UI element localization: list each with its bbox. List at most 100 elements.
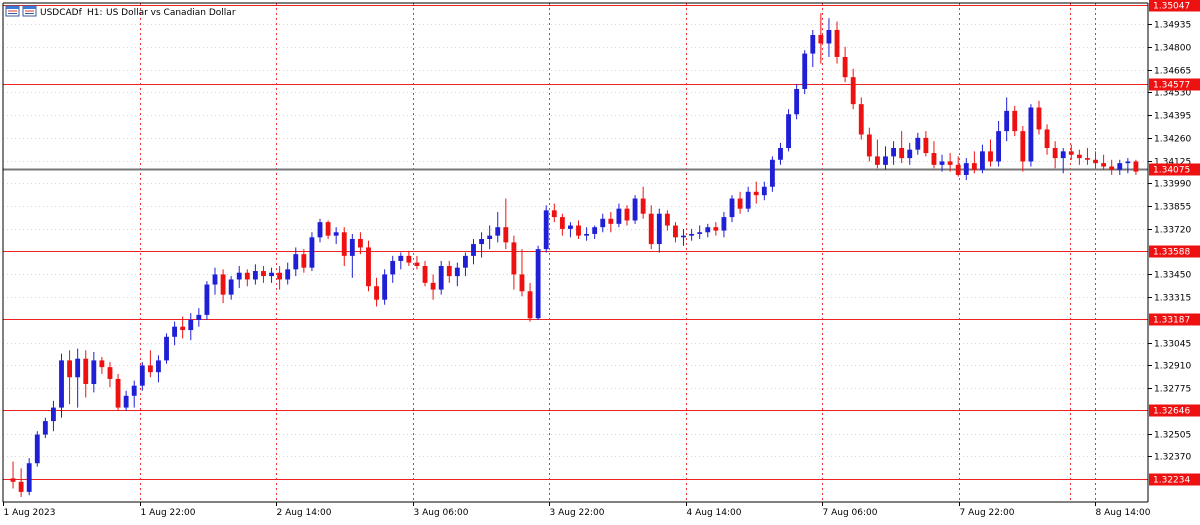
- candle-body: [778, 148, 783, 160]
- candle-body: [827, 30, 832, 43]
- candle-body: [196, 315, 201, 320]
- candle-body: [148, 365, 153, 372]
- candle-body: [722, 217, 727, 230]
- candle-body: [140, 365, 145, 385]
- bull-candle[interactable]: [310, 232, 315, 271]
- candle-body: [1045, 129, 1050, 148]
- time-tick-label: 7 Aug 06:00: [823, 508, 878, 518]
- candle-body: [843, 57, 848, 77]
- candle-body: [1053, 148, 1058, 158]
- candle-body: [940, 161, 945, 164]
- candle-body: [891, 148, 896, 156]
- candle-body: [544, 210, 549, 249]
- price-tick-label: 1.33720: [1154, 226, 1191, 236]
- candle-body: [1133, 161, 1138, 171]
- candle-body: [310, 237, 315, 267]
- candle-body: [342, 232, 347, 256]
- bull-candle[interactable]: [382, 269, 387, 304]
- price-tick-label: 1.34395: [1154, 112, 1191, 122]
- candle-body: [673, 226, 678, 238]
- candle-body: [277, 273, 282, 280]
- candle-body: [972, 163, 977, 170]
- candle-body: [592, 227, 597, 234]
- candle-body: [245, 273, 250, 280]
- candle-body: [455, 268, 460, 276]
- time-tick-label: 8 Aug 14:00: [1096, 508, 1151, 518]
- candle-body: [1117, 163, 1122, 170]
- bull-candle[interactable]: [439, 261, 444, 295]
- price-tick-label: 1.33450: [1154, 271, 1191, 281]
- time-tick-label: 3 Aug 06:00: [414, 508, 469, 518]
- bull-candle[interactable]: [770, 156, 775, 191]
- candle-body: [536, 249, 541, 318]
- candle-body: [705, 227, 710, 232]
- candle-body: [810, 35, 815, 54]
- level-price-label: 1.32646: [1153, 407, 1190, 417]
- price-tick-label: 1.32910: [1154, 362, 1191, 372]
- candle-body: [447, 266, 452, 276]
- time-tick-label: 2 Aug 14:00: [277, 508, 332, 518]
- bull-candle[interactable]: [544, 205, 549, 252]
- candle-body: [818, 35, 823, 43]
- candle-body: [108, 367, 113, 379]
- bull-candle[interactable]: [802, 50, 807, 94]
- candle-body: [681, 236, 686, 238]
- candle-body: [746, 192, 751, 209]
- time-tick-label: 1 Aug 22:00: [141, 508, 196, 518]
- price-tick-label: 1.32370: [1154, 453, 1191, 463]
- bear-candle[interactable]: [116, 374, 121, 411]
- price-tick-label: 1.33990: [1154, 180, 1191, 190]
- candle-body: [689, 234, 694, 236]
- candle-body: [835, 30, 840, 57]
- candle-body: [883, 156, 888, 164]
- candle-body: [1101, 163, 1106, 166]
- candle-body: [1085, 158, 1090, 160]
- candle-body: [19, 482, 24, 492]
- candle-body: [625, 209, 630, 221]
- price-tick-label: 1.34935: [1154, 21, 1191, 31]
- bull-candle[interactable]: [633, 195, 638, 224]
- chart-symbol: USDCADf: [40, 8, 83, 18]
- bear-candle[interactable]: [366, 241, 371, 292]
- chart-header: USDCADf H1: US Dollar vs Canadian Dollar: [6, 6, 236, 18]
- candle-body: [253, 271, 258, 279]
- candle-body: [1061, 151, 1066, 158]
- candle-body: [415, 263, 420, 266]
- bull-candle[interactable]: [164, 333, 169, 363]
- candle-body: [859, 104, 864, 134]
- candle-body: [487, 236, 492, 239]
- candle-body: [794, 89, 799, 114]
- candle-body: [697, 232, 702, 234]
- candle-body: [471, 244, 476, 256]
- candle-body: [423, 266, 428, 283]
- bull-candle[interactable]: [35, 431, 40, 466]
- candle-body: [1037, 108, 1042, 130]
- candle-body: [229, 279, 234, 294]
- candle-body: [560, 217, 565, 229]
- candle-body: [398, 256, 403, 261]
- candle-body: [762, 187, 767, 195]
- bull-candle[interactable]: [536, 246, 541, 320]
- candle-body: [431, 283, 436, 290]
- level-price-label: 1.32234: [1153, 476, 1190, 486]
- candle-body: [503, 227, 508, 242]
- bull-candle[interactable]: [1028, 104, 1033, 166]
- price-tick-label: 1.34260: [1154, 135, 1191, 145]
- bull-candle[interactable]: [27, 458, 32, 495]
- candle-body: [754, 192, 759, 195]
- candle-body: [907, 150, 912, 158]
- candle-body: [374, 286, 379, 299]
- time-tick-label: 1 Aug 2023: [4, 508, 56, 518]
- candle-body: [334, 232, 339, 235]
- candle-body: [657, 214, 662, 244]
- price-tick-label: 1.33315: [1154, 294, 1191, 304]
- bull-candle[interactable]: [204, 281, 209, 320]
- bull-candle[interactable]: [786, 109, 791, 151]
- candle-body: [802, 54, 807, 89]
- candle-body: [285, 269, 290, 279]
- candle-body: [956, 165, 961, 175]
- bull-candle[interactable]: [794, 84, 799, 119]
- candle-body: [116, 379, 121, 408]
